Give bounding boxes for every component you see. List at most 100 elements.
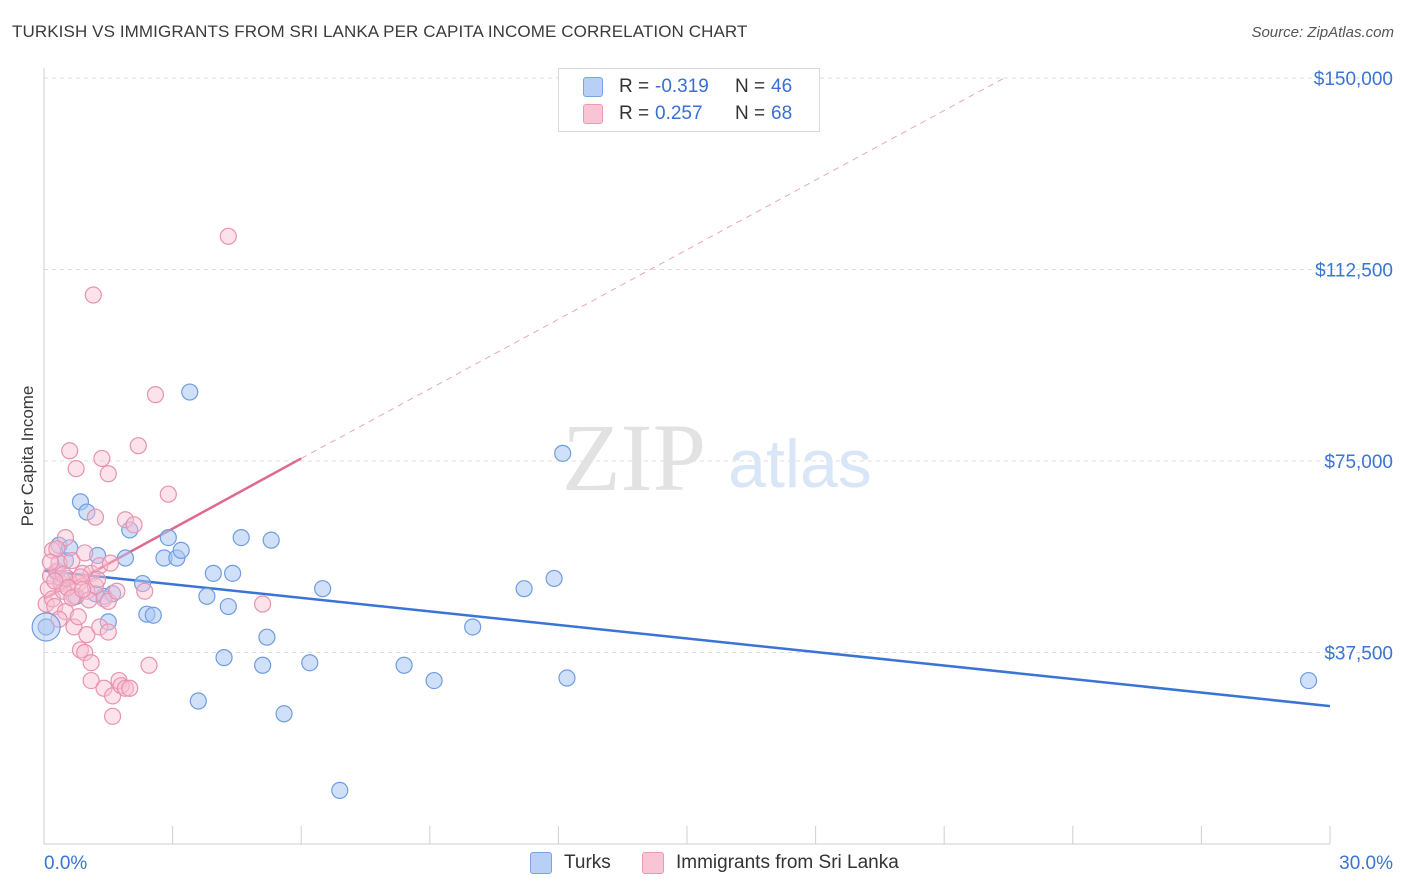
turks-point [232,528,250,547]
sri-lanka-trendline [43,457,302,600]
sri-lanka-point [76,544,94,562]
sri-lanka-point [116,511,135,529]
sri-lanka-point [93,449,111,468]
bottom-legend-label-sri-lanka: Immigrants from Sri Lanka [676,852,899,873]
legend-swatch-sri-lanka [583,104,603,124]
turks-point [224,564,242,582]
turks-point [204,564,222,582]
sri-lanka-point [254,595,272,613]
legend-n-value: 68 [771,103,793,124]
legend-r-label: R = [619,76,650,97]
turks-point [464,618,482,636]
sri-lanka-point [50,554,68,572]
legend-swatch-turks [583,77,603,97]
turks-point [159,528,177,547]
sri-lanka-point [86,577,105,595]
turks-point [88,546,107,565]
y-tick-label: $37,500 [1324,644,1393,665]
bottom-legend-label-turks: Turks [564,852,611,873]
sri-lanka-point [116,679,135,697]
sri-lanka-point [84,286,102,304]
turks-point [395,656,413,674]
turks-point [198,587,216,605]
turks-point [144,606,162,624]
source-label: Source: ZipAtlas.com [1251,24,1394,41]
y-tick-label: $75,000 [1324,452,1393,473]
turks-point [189,692,207,710]
turks-point [301,654,319,672]
turks-point [258,628,276,646]
sri-lanka-point [54,565,72,583]
turks-point [61,539,79,557]
points-layer [31,227,1318,799]
turks-point [554,444,572,462]
turks-point [275,705,293,723]
turks-point [181,383,199,401]
sri-lanka-point [99,465,117,483]
y-tick-label: $112,500 [1315,261,1393,282]
sri-lanka-point [67,460,85,478]
sri-lanka-point [80,591,98,609]
bottom-legend-turks: Turks [530,852,611,874]
legend-n-label: N = [735,103,766,124]
sri-lanka-point [159,485,177,503]
sri-lanka-point [91,618,109,636]
watermark-atlas: atlas [728,426,872,502]
turks-point [78,503,96,521]
tick-label-layer: $37,500 $75,000 $112,500 $150,000 0.0% 30.0% [44,69,1393,874]
legend-r-value: -0.319 [655,76,709,97]
sri-lanka-point [78,626,96,644]
turks-point [172,541,190,559]
trendline-layer [43,77,1331,708]
sri-lanka-point [65,618,83,636]
sri-lanka-point [63,551,81,570]
turks-point [425,671,443,690]
turks-point [116,549,135,567]
turks-point [99,613,117,631]
sri-lanka-point [82,671,100,690]
sri-lanka-point [108,582,126,600]
watermark: ZIP atlas [562,404,872,511]
sri-lanka-point [50,610,68,628]
turks-point [331,781,349,799]
correlation-legend: R = -0.319 N = 46 R = 0.257 N = 68 [558,68,820,132]
sri-lanka-point [146,386,165,404]
legend-r-label: R = [619,103,650,124]
watermark-zip: ZIP [562,404,706,511]
sri-lanka-point [76,643,94,662]
sri-lanka-point [71,568,90,586]
sri-lanka-point [140,656,158,674]
turks-point [515,580,533,598]
legend-n-label: N = [735,76,766,97]
x-tick-label-max: 30.0% [1339,853,1393,874]
sri-lanka-trendline-extension [300,77,1005,459]
sri-lanka-point [103,707,122,725]
sri-lanka-point [82,654,100,672]
turks-point [314,580,332,598]
sri-lanka-point [91,557,109,575]
turks-point [1299,671,1318,690]
turks-point [558,669,576,687]
turks-point [545,569,563,588]
sri-lanka-point [101,554,120,572]
legend-r-value: 0.257 [655,103,703,124]
turks-point-large [31,612,61,642]
turks-point [262,531,280,549]
sri-lanka-point [69,608,87,626]
turks-point [37,618,55,636]
bottom-legend-swatch-turks [530,852,552,874]
axis-layer [43,68,1331,845]
turks-point [219,597,237,616]
turks-trendline [43,569,1331,708]
turks-point [254,656,272,674]
sri-lanka-point [99,623,117,641]
chart-title: TURKISH VS IMMIGRANTS FROM SRI LANKA PER… [12,22,748,41]
sri-lanka-point [46,572,64,590]
sri-lanka-point [219,227,237,245]
x-tick-label-min: 0.0% [44,853,87,874]
legend-n-value: 46 [771,76,793,97]
sri-lanka-point [125,516,143,534]
sri-lanka-point [73,581,92,599]
sri-lanka-point [136,582,154,600]
